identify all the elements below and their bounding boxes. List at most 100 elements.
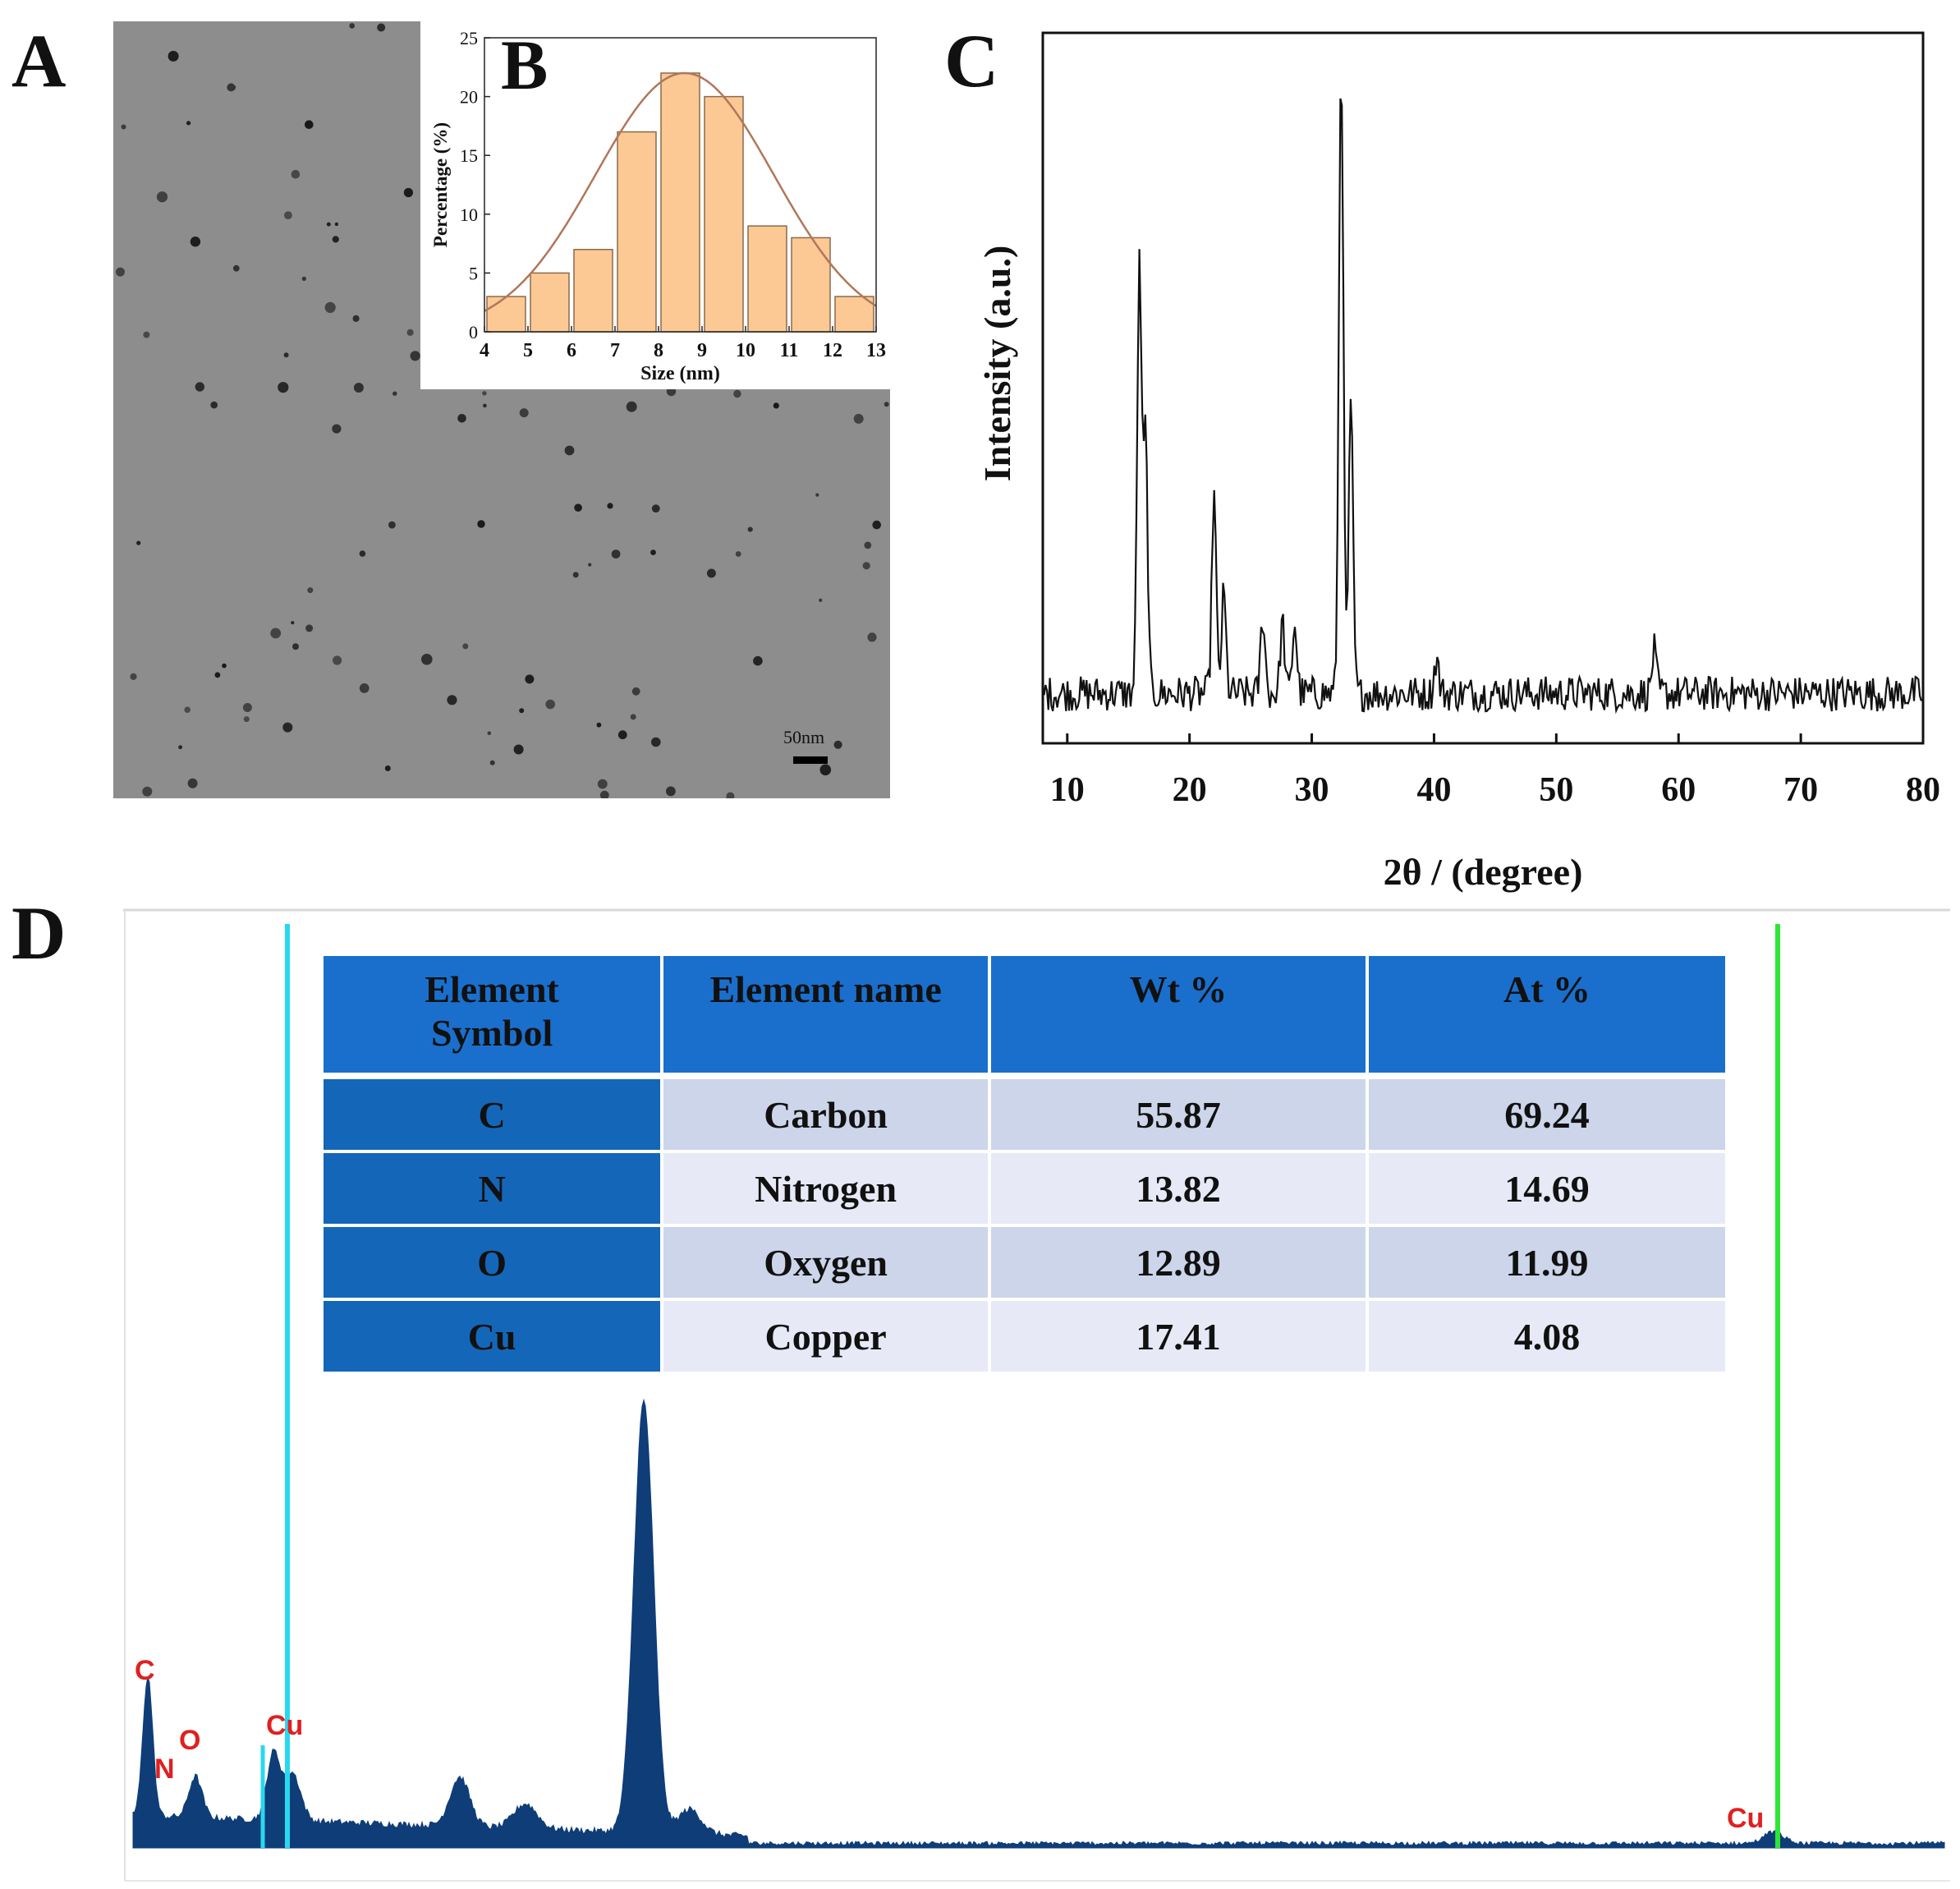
nanoparticle [190, 237, 201, 247]
x-tick-label: 70 [1783, 771, 1818, 809]
nanoparticle [227, 83, 236, 92]
nanoparticle [630, 714, 636, 720]
header-at-percent: At % [1369, 956, 1725, 1073]
plot-frame [1041, 31, 1925, 745]
nanoparticle [519, 708, 525, 714]
nanoparticle [143, 331, 150, 338]
nanoparticle [819, 598, 823, 603]
scale-bar-label: 50nm [783, 727, 825, 747]
nanoparticle [864, 541, 872, 549]
panel-label-c: C [944, 19, 999, 103]
x-tick-label: 10 [736, 340, 755, 361]
nanoparticle [291, 169, 301, 179]
nanoparticle [545, 699, 555, 710]
eds-composition-table: Element Symbol Element name Wt % At % C … [320, 953, 1728, 1375]
nanoparticle [626, 401, 637, 412]
table-row: C Carbon 55.87 69.24 [324, 1079, 1725, 1150]
cell-wt: 13.82 [991, 1153, 1366, 1224]
element-label: Cu [1727, 1803, 1764, 1834]
plot-frame [484, 37, 877, 333]
x-tick-label: 6 [567, 340, 576, 361]
nanoparticle [130, 673, 137, 681]
nanoparticle [513, 744, 524, 755]
nanoparticle [487, 731, 492, 735]
x-tick-label: 12 [823, 340, 842, 361]
nanoparticle [447, 695, 457, 706]
nanoparticle [283, 352, 289, 358]
nanoparticle [359, 550, 366, 557]
histogram-bar [617, 131, 657, 333]
nanoparticle [270, 627, 282, 639]
nanoparticle [116, 267, 125, 277]
nanoparticle [292, 643, 299, 650]
nanoparticle [872, 520, 881, 530]
panel-label-d: D [11, 891, 67, 975]
nanoparticle [142, 786, 153, 797]
panel-label-a: A [11, 19, 67, 103]
histogram-bar [486, 296, 526, 333]
header-element-name: Element name [663, 956, 989, 1073]
nanoparticle [282, 722, 293, 733]
nanoparticle [747, 526, 753, 532]
element-label: O [179, 1725, 200, 1756]
nanoparticle [333, 655, 342, 665]
y-tick-label: 0 [469, 322, 478, 342]
element-label: Cu [266, 1710, 303, 1741]
x-tick-label: 9 [697, 340, 707, 361]
nanoparticle [136, 540, 141, 545]
nanoparticle [833, 740, 842, 749]
x-axis-label: Size (nm) [640, 363, 720, 384]
nanoparticle [222, 663, 227, 669]
nanoparticle [214, 672, 221, 678]
nanoparticle [597, 779, 608, 789]
histogram-bar [747, 225, 787, 333]
nanoparticle [815, 493, 819, 497]
histogram-bar [704, 95, 744, 333]
eds-spectrum-area [132, 1398, 1945, 1849]
nanoparticle [156, 191, 168, 203]
nanoparticle [121, 124, 126, 130]
nanoparticle [599, 790, 609, 798]
nanoparticle [862, 562, 870, 570]
y-tick-label: 15 [460, 145, 478, 166]
nanoparticle [421, 654, 433, 665]
nanoparticle [403, 187, 413, 198]
table-row: O Oxygen 12.89 11.99 [324, 1227, 1725, 1298]
nanoparticle [184, 706, 190, 713]
nanoparticle [178, 745, 182, 750]
nanoparticle [334, 222, 339, 227]
nanoparticle [574, 503, 582, 512]
histogram-bar [660, 72, 700, 333]
nanoparticle [291, 621, 295, 625]
x-tick-label: 10 [1050, 771, 1085, 809]
nanoparticle [301, 276, 306, 281]
nanoparticle [392, 391, 397, 396]
nanoparticle [352, 315, 360, 322]
cell-wt: 17.41 [991, 1301, 1366, 1372]
histogram-bar [530, 272, 570, 333]
nanoparticle [651, 504, 660, 513]
cell-at: 11.99 [1369, 1227, 1725, 1298]
nanoparticle [753, 655, 763, 666]
cell-wt: 55.87 [991, 1079, 1366, 1150]
nanoparticle [650, 549, 656, 555]
nanoparticle [384, 765, 391, 771]
nanoparticle [853, 413, 864, 424]
cell-symbol: Cu [324, 1301, 661, 1372]
nanoparticle [278, 382, 289, 393]
nanoparticle [359, 683, 370, 693]
x-tick-label: 20 [1173, 771, 1207, 809]
header-element-symbol-line2: Symbol [430, 1012, 553, 1054]
x-tick-label: 60 [1661, 771, 1696, 809]
element-label: C [135, 1655, 155, 1686]
nanoparticle [607, 503, 613, 509]
x-tick-label: 80 [1906, 771, 1940, 809]
nanoparticle [726, 792, 735, 798]
y-tick-label: 20 [460, 87, 478, 108]
nanoparticle [410, 351, 420, 361]
nanoparticle [388, 521, 396, 529]
x-tick-label: 7 [610, 340, 620, 361]
nanoparticle [489, 760, 495, 765]
nanoparticle [332, 424, 342, 434]
xrd-series-line [1043, 98, 1922, 715]
